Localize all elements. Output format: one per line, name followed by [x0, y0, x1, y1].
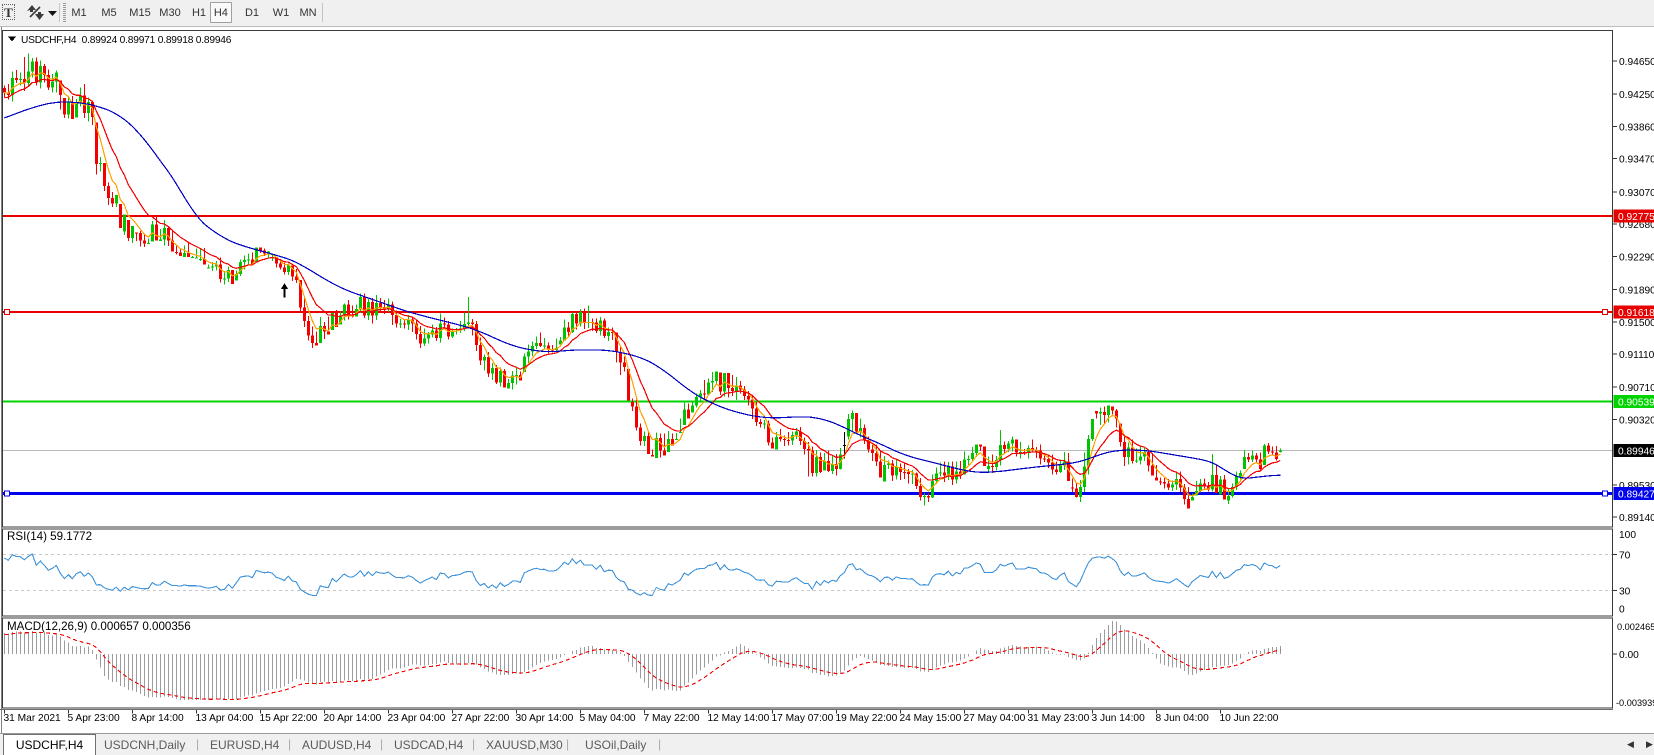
svg-text:5 May 04:00: 5 May 04:00: [580, 713, 636, 724]
svg-text:0.90710: 0.90710: [1619, 383, 1654, 394]
svg-text:19 May 22:00: 19 May 22:00: [836, 713, 898, 724]
svg-text:7 May 22:00: 7 May 22:00: [644, 713, 700, 724]
svg-text:23 Apr 04:00: 23 Apr 04:00: [388, 713, 446, 724]
svg-text:0.002465: 0.002465: [1617, 622, 1654, 632]
svg-text:8 Apr 14:00: 8 Apr 14:00: [132, 713, 184, 724]
svg-text:0.89427: 0.89427: [1618, 490, 1654, 501]
svg-text:31 May 23:00: 31 May 23:00: [1028, 713, 1090, 724]
svg-text:MACD(12,26,9) 0.000657 0.00035: MACD(12,26,9) 0.000657 0.000356: [7, 620, 191, 633]
svg-text:0.91110: 0.91110: [1619, 350, 1654, 361]
svg-text:3 Jun 14:00: 3 Jun 14:00: [1092, 713, 1146, 724]
svg-text:27 May 04:00: 27 May 04:00: [964, 713, 1026, 724]
svg-text:USDCHF,H4 0.89924 0.89971 0.8: USDCHF,H4 0.89924 0.89971 0.89918 0.8994…: [21, 35, 232, 46]
svg-text:-0.003939: -0.003939: [1616, 698, 1654, 708]
svg-text:10 Jun 22:00: 10 Jun 22:00: [1220, 713, 1279, 724]
svg-text:0: 0: [1619, 605, 1625, 616]
svg-text:100: 100: [1619, 530, 1636, 541]
svg-text:0.91618: 0.91618: [1618, 308, 1654, 319]
svg-text:0.92680: 0.92680: [1619, 220, 1654, 231]
svg-text:0.92775: 0.92775: [1618, 212, 1654, 223]
svg-text:30 Apr 14:00: 30 Apr 14:00: [516, 713, 574, 724]
svg-text:0.93070: 0.93070: [1619, 188, 1654, 199]
svg-text:20 Apr 14:00: 20 Apr 14:00: [324, 713, 382, 724]
svg-text:30: 30: [1619, 587, 1631, 598]
svg-text:0.00: 0.00: [1619, 650, 1639, 661]
svg-text:0.93470: 0.93470: [1619, 155, 1654, 166]
svg-text:24 May 15:00: 24 May 15:00: [900, 713, 962, 724]
svg-text:15 Apr 22:00: 15 Apr 22:00: [260, 713, 318, 724]
svg-text:0.90320: 0.90320: [1619, 416, 1654, 427]
svg-text:0.91500: 0.91500: [1619, 318, 1654, 329]
svg-text:0.89530: 0.89530: [1619, 481, 1654, 492]
svg-text:0.92290: 0.92290: [1619, 252, 1654, 263]
svg-text:0.94250: 0.94250: [1619, 90, 1654, 101]
svg-text:17 May 07:00: 17 May 07:00: [772, 713, 834, 724]
svg-text:0.90539: 0.90539: [1618, 398, 1654, 409]
svg-text:70: 70: [1619, 551, 1631, 562]
svg-text:5 Apr 23:00: 5 Apr 23:00: [68, 713, 120, 724]
svg-text:RSI(14) 59.1772: RSI(14) 59.1772: [7, 530, 92, 543]
svg-text:0.91890: 0.91890: [1619, 286, 1654, 297]
svg-text:0.89946: 0.89946: [1618, 446, 1654, 457]
svg-text:0.89140: 0.89140: [1619, 513, 1654, 524]
svg-text:0.94650: 0.94650: [1619, 57, 1654, 68]
svg-text:12 May 14:00: 12 May 14:00: [708, 713, 770, 724]
svg-text:27 Apr 22:00: 27 Apr 22:00: [452, 713, 510, 724]
svg-text:13 Apr 04:00: 13 Apr 04:00: [196, 713, 254, 724]
svg-text:31 Mar 2021: 31 Mar 2021: [4, 713, 62, 724]
svg-text:8 Jun 04:00: 8 Jun 04:00: [1156, 713, 1210, 724]
svg-text:0.93860: 0.93860: [1619, 122, 1654, 133]
